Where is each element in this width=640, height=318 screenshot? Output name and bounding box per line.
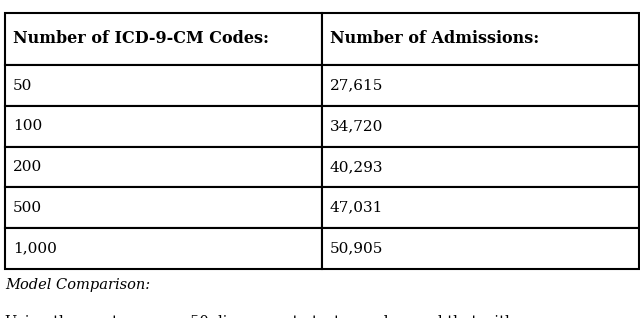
Bar — [5, 106, 322, 147]
Text: 34,720: 34,720 — [330, 119, 383, 133]
Bar — [5, 187, 322, 228]
Bar — [5, 65, 322, 106]
Text: Using the most common 50 diagnoses to test, we observed that with: Using the most common 50 diagnoses to te… — [5, 315, 515, 318]
Text: 50: 50 — [13, 79, 32, 93]
Bar — [5, 228, 322, 269]
Text: 100: 100 — [13, 119, 42, 133]
Text: Number of ICD-9-CM Codes:: Number of ICD-9-CM Codes: — [13, 31, 269, 47]
Text: 1,000: 1,000 — [13, 241, 57, 255]
Text: 47,031: 47,031 — [330, 201, 383, 215]
Bar — [322, 147, 639, 187]
Text: 50,905: 50,905 — [330, 241, 383, 255]
Text: 27,615: 27,615 — [330, 79, 383, 93]
Bar — [5, 13, 322, 65]
Bar — [5, 147, 322, 187]
Bar — [322, 65, 639, 106]
Text: Number of Admissions:: Number of Admissions: — [330, 31, 539, 47]
Bar — [322, 187, 639, 228]
Bar — [322, 228, 639, 269]
Text: 500: 500 — [13, 201, 42, 215]
Bar — [322, 106, 639, 147]
Text: Model Comparison:: Model Comparison: — [5, 278, 150, 292]
Text: 200: 200 — [13, 160, 42, 174]
Bar — [322, 13, 639, 65]
Text: 40,293: 40,293 — [330, 160, 383, 174]
